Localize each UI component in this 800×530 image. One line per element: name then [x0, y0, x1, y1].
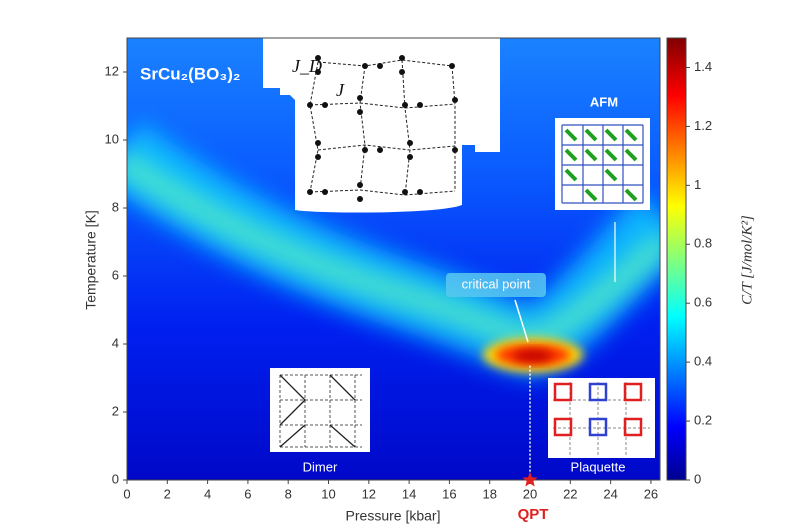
colorbar [666, 37, 687, 481]
dimer-label: Dimer [303, 459, 338, 474]
colorbar-tick-label: 1 [694, 177, 701, 192]
x-tick-label: 8 [285, 486, 292, 501]
j-label: J [336, 80, 345, 100]
colorbar-tick-label: 0.6 [694, 295, 712, 310]
x-tick-label: 12 [362, 486, 376, 501]
chart-title: SrCu₂(BO₃)₂ [140, 64, 240, 83]
y-tick-label: 4 [112, 335, 119, 350]
y-tick-label: 2 [112, 403, 119, 418]
afm-label: AFM [590, 94, 618, 109]
plot-frame [126, 37, 661, 481]
x-tick-label: 26 [644, 486, 658, 501]
colorbar-tick-label: 1.2 [694, 118, 712, 133]
y-tick-label: 12 [105, 63, 119, 78]
x-tick-label: 24 [603, 486, 617, 501]
y-tick-label: 8 [112, 199, 119, 214]
colorbar-tick-label: 0.8 [694, 236, 712, 251]
colorbar-tick-label: 0 [694, 471, 701, 486]
afm-inset [555, 118, 650, 210]
critical-arrow [514, 299, 529, 343]
y-tick-label: 10 [105, 131, 119, 146]
qpt-label: QPT [518, 506, 549, 523]
x-tick-label: 22 [563, 486, 577, 501]
plaquette-label: Plaquette [571, 459, 626, 474]
colorbar-tick-label: 0.2 [694, 413, 712, 428]
lattice-dots [307, 55, 458, 202]
colorbar-tick-label: 1.4 [694, 59, 712, 74]
y-tick-label: 0 [112, 471, 119, 486]
x-tick-label: 10 [321, 486, 335, 501]
x-tick-label: 14 [402, 486, 416, 501]
x-tick-label: 18 [482, 486, 496, 501]
y-axis-title: Temperature [K] [83, 210, 99, 310]
x-tick-label: 0 [123, 486, 130, 501]
critical-point-label: critical point [462, 276, 531, 291]
lattice-inset [309, 59, 456, 196]
dimer-inset [270, 368, 370, 452]
x-tick-label: 16 [442, 486, 456, 501]
colorbar-title: C/T [J/mol/K²] [739, 215, 755, 305]
callout-box [446, 273, 546, 297]
x-axis-title: Pressure [kbar] [346, 508, 441, 524]
qpt-star [522, 472, 538, 487]
x-tick-label: 4 [204, 486, 211, 501]
colorbar-tick-label: 0.4 [694, 354, 712, 369]
x-tick-label: 20 [523, 486, 537, 501]
x-tick-label: 2 [164, 486, 171, 501]
heatmap [127, 38, 660, 480]
y-tick-label: 6 [112, 267, 119, 282]
x-tick-label: 6 [244, 486, 251, 501]
jd-label: J_D [292, 56, 322, 76]
plaquette-inset [548, 378, 655, 458]
